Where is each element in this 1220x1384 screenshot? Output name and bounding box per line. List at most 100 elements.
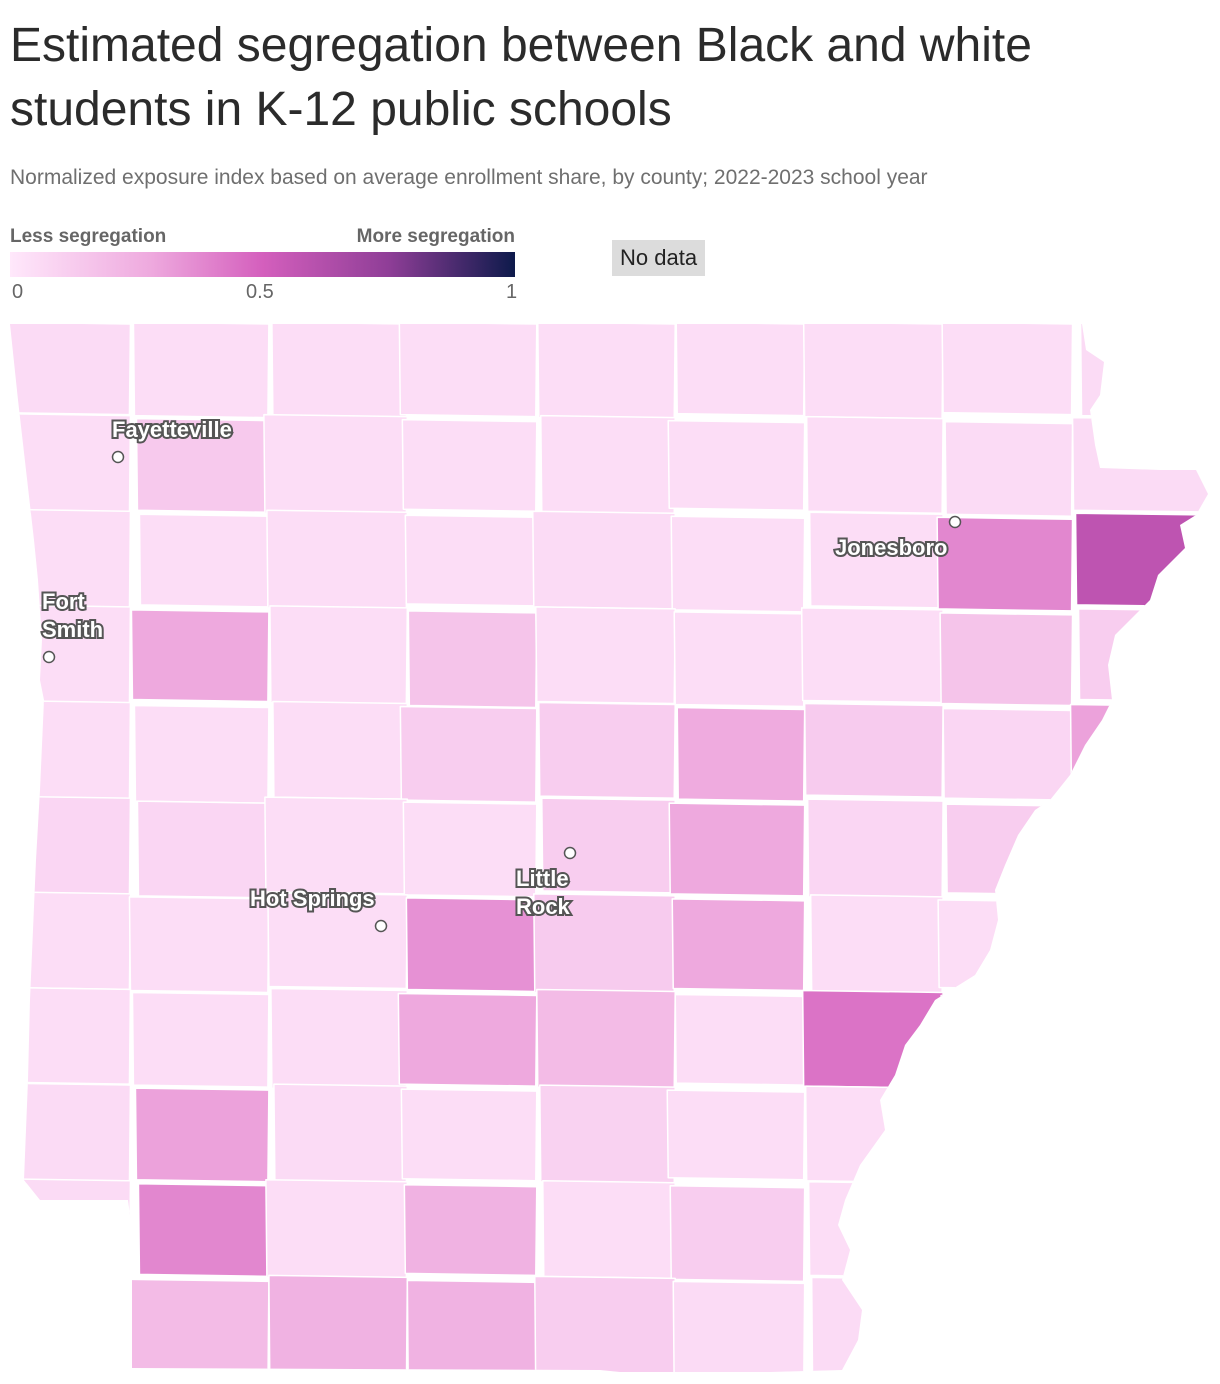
city-label: Rock [516,894,571,919]
county-region [406,1279,538,1372]
color-legend: Less segregation More segregation 0 0.5 … [10,224,517,304]
legend-high-label: More segregation [356,226,515,247]
county-region [399,705,538,803]
county-region [945,803,1074,896]
county-region [1071,416,1208,514]
county-region [537,324,676,421]
legend-tick-0: 0 [12,281,24,303]
county-region [940,994,1074,1085]
county-region [1077,608,1208,703]
county-region [805,415,944,515]
county-region [806,798,944,900]
county-region [10,986,132,1085]
county-region [1073,1181,1208,1278]
county-region [538,701,676,799]
county-region [272,700,409,800]
city-label: Jonesboro [835,535,947,560]
county-region [807,1180,944,1279]
county-region [10,1177,132,1282]
county-region [1076,1277,1208,1372]
county-region [676,706,806,802]
county-region [1074,512,1208,608]
county-region [10,795,132,896]
county-region [269,605,409,706]
county-region [540,414,676,516]
city-label: Little [516,866,569,891]
county-region [938,1281,1074,1372]
legend-gradient-bar [10,252,515,277]
county-region [1079,324,1208,419]
county-region [670,515,806,613]
county-region [935,1185,1074,1282]
county-region [936,516,1074,612]
county-region [407,610,538,709]
city-label: Fayetteville [112,417,232,442]
county-region [263,413,409,517]
county-region [937,899,1074,991]
county-region [944,420,1074,518]
county-region [265,1178,409,1281]
county-region [675,324,806,417]
city-marker: Little Rock [514,846,577,921]
county-region [131,991,270,1088]
county-region [534,1275,676,1372]
county-region [403,1183,538,1277]
county-region [803,702,944,798]
city-label: Smith [42,617,103,642]
county-region [539,1084,676,1185]
county-region [271,324,409,422]
county-region [672,1280,806,1372]
county-region [398,324,538,418]
city-dot [948,515,962,529]
county-region [137,1182,270,1278]
city-label: Hot Springs [250,886,375,911]
county-region [10,699,132,801]
county-region [133,704,270,804]
chart-subtitle: Normalized exposure index based on avera… [10,166,928,189]
county-region [404,514,538,607]
county-region [132,324,270,419]
chart-title: Estimated segregation between Black and … [10,19,1032,136]
county-region [10,891,132,991]
county-region [801,989,944,1089]
county-region [128,896,270,994]
no-data-swatch: No data [612,240,706,276]
county-region [273,1083,409,1186]
legend-low-label: Less segregation [10,226,167,247]
county-region [673,611,806,708]
county-region [809,894,944,995]
county-region [810,1276,944,1372]
city-dot [563,846,577,860]
county-region [401,418,538,513]
county-region [942,707,1074,801]
county-region [264,796,409,895]
county-region [666,1089,806,1181]
county-region [804,1085,944,1184]
county-region [1072,799,1208,899]
county-region [939,612,1074,707]
city-marker: Fort Smith [40,587,105,664]
legend-tick-0-5: 0.5 [246,281,274,303]
city-dot [42,650,56,664]
city-dot [374,919,388,933]
county-region [138,513,270,608]
county-region [400,1088,538,1182]
county-region [1070,1086,1208,1183]
county-region [1078,990,1208,1088]
county-region [129,1278,270,1372]
city-marker: Hot Springs [248,884,388,933]
county-region [136,800,270,899]
county-region [130,609,270,703]
county-region [535,606,676,705]
county-region [674,993,806,1086]
county-region [1069,703,1208,804]
county-region [134,1087,270,1183]
county-region [267,892,409,990]
city-label: Fort [42,589,85,614]
county-region [268,1274,409,1372]
county-region [667,419,806,512]
county-region [532,510,676,610]
county-region [808,511,944,609]
county-region [1075,895,1208,994]
